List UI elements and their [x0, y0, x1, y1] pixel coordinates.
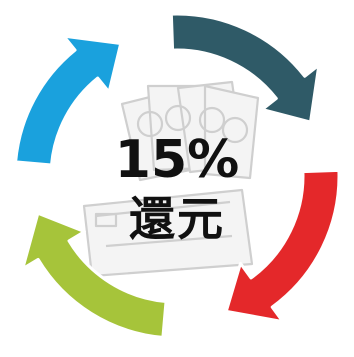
cycle-arrows [14, 12, 341, 339]
cycle-arrow-blue-icon [14, 34, 123, 167]
cycle-arrow-red-icon [224, 168, 341, 324]
money-stack-icon [120, 80, 260, 182]
coupon-ticket-icon [82, 188, 254, 278]
cashback-label: 還元 [129, 192, 225, 246]
cashback-percent: 15% [114, 130, 240, 190]
cycle-arrow-green-icon [21, 211, 168, 339]
cycle-arrow-teal-icon [169, 12, 321, 124]
